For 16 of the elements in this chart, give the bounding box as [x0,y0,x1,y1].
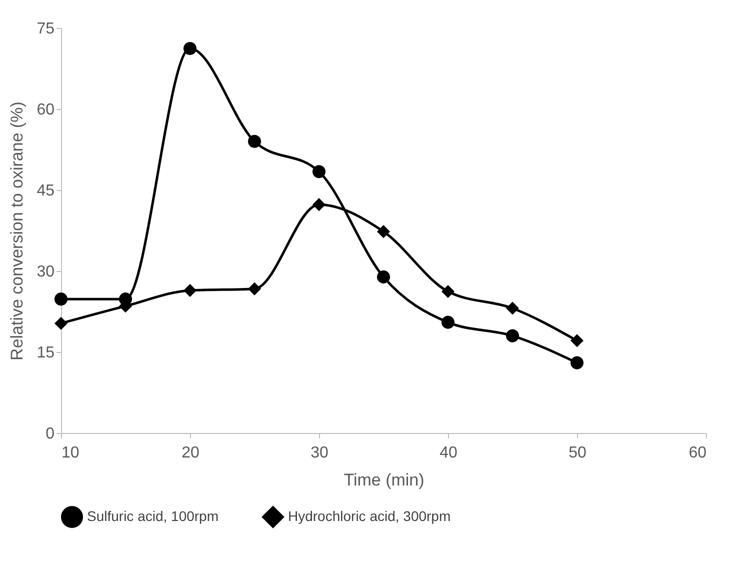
y-tick-label: 15 [36,344,55,362]
y-tick-label: 45 [36,182,55,200]
x-tick-label: 40 [440,444,458,462]
legend-label: Sulfuric acid, 100rpm [87,508,219,524]
y-tick-label: 75 [36,20,55,38]
x-tick-label: 10 [62,444,80,462]
y-tick-label: 0 [46,426,55,442]
x-tick-label: 60 [688,444,707,462]
y-tick-label: 30 [36,264,55,280]
x-tick-label: 30 [310,444,328,462]
y-tick-label: 60 [36,102,55,118]
x-axis-title: Time (min) [344,470,424,490]
legend-label: Hydrochloric acid, 300rpm [288,508,451,524]
x-tick-label: 20 [182,444,200,462]
x-tick-label: 50 [568,444,586,462]
y-axis-title: Relative conversion to oxirane (%) [8,102,27,360]
